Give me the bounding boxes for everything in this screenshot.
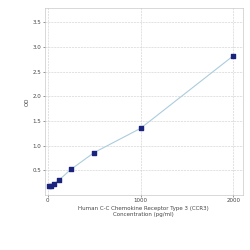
Y-axis label: OD: OD xyxy=(25,97,30,106)
Point xyxy=(138,126,142,130)
Point xyxy=(47,184,51,188)
Point xyxy=(52,182,56,186)
Point xyxy=(92,150,96,154)
X-axis label: Human C-C Chemokine Receptor Type 3 (CCR3)
Concentration (pg/ml): Human C-C Chemokine Receptor Type 3 (CCR… xyxy=(78,206,209,217)
Point xyxy=(231,54,235,58)
Point xyxy=(69,167,73,171)
Point xyxy=(49,184,53,188)
Point xyxy=(57,178,61,182)
